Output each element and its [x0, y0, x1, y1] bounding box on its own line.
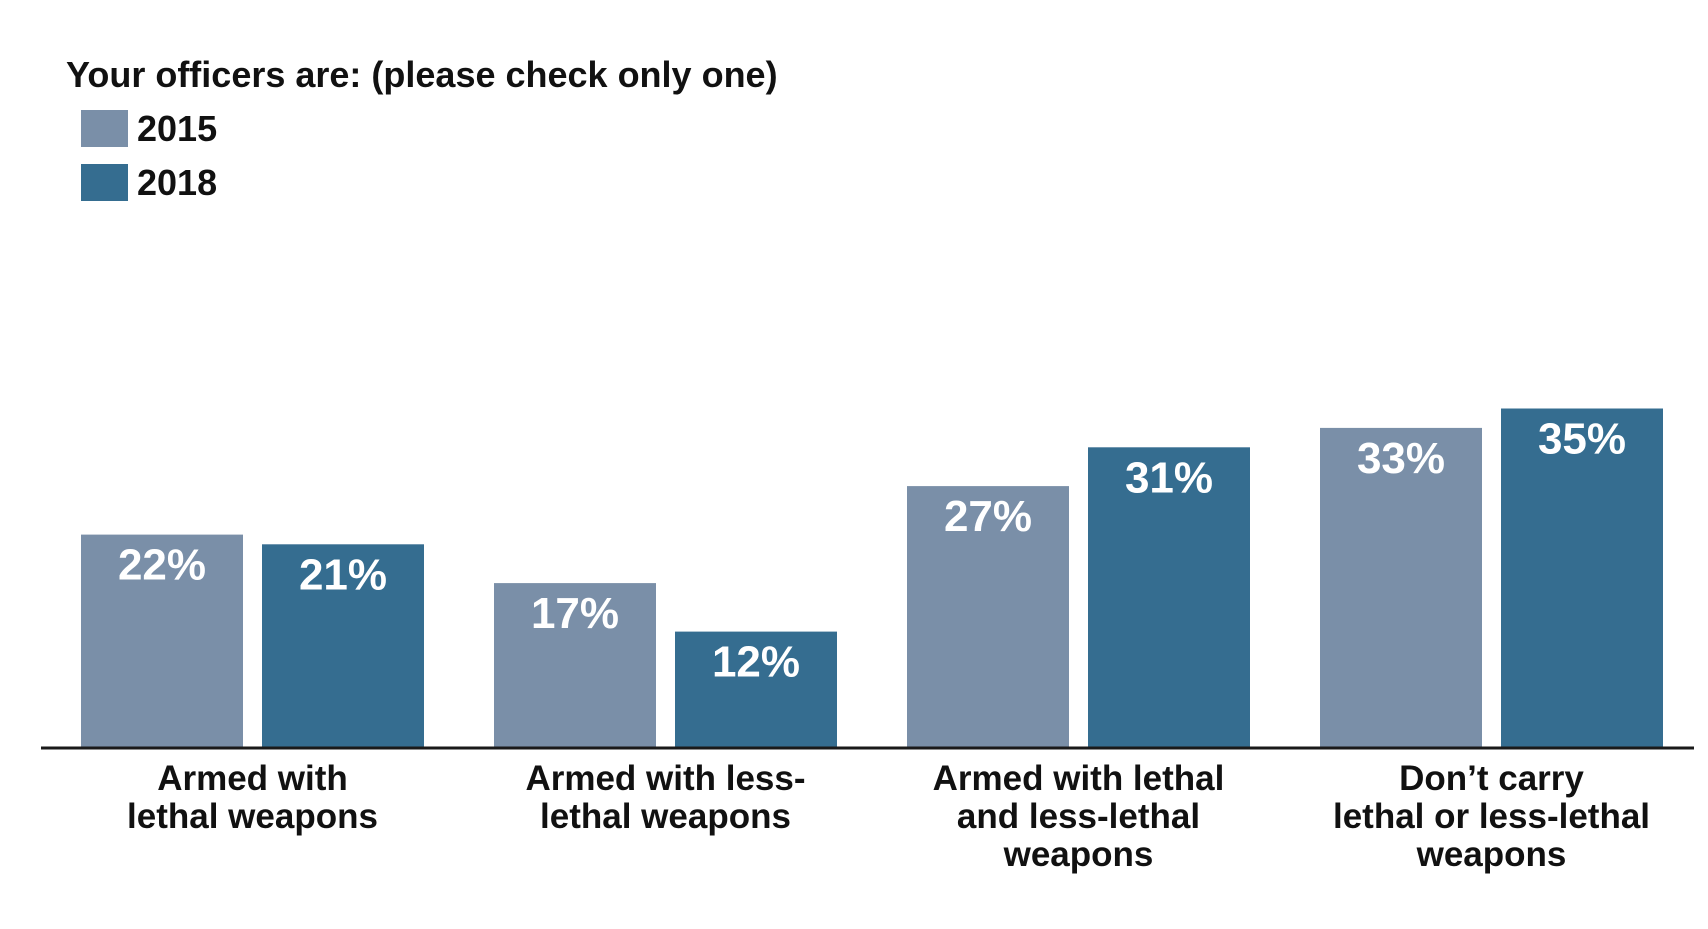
bar-2018-category-2	[675, 631, 837, 748]
bar-2015-category-2	[494, 583, 656, 748]
category-label-1: Armed with lethal weapons	[127, 759, 378, 836]
value-label-2015-category-4: 33%	[1357, 434, 1445, 483]
category-label-line: weapons	[1003, 835, 1154, 874]
value-label-2015-category-2: 17%	[531, 589, 619, 638]
legend: 2015 2018	[81, 108, 217, 203]
bars	[81, 408, 1663, 748]
category-label-line: Armed with less-	[525, 759, 805, 798]
category-label-3: Armed with lethal and less-lethal weapons	[933, 759, 1225, 874]
category-label-line: lethal weapons	[127, 797, 378, 836]
value-label-2018-category-3: 31%	[1125, 453, 1213, 502]
chart-title: Your officers are: (please check only on…	[66, 54, 778, 95]
bar-2015-category-4	[1320, 427, 1482, 748]
category-label-line: lethal weapons	[540, 797, 791, 836]
value-label-2018-category-2: 12%	[712, 638, 800, 687]
category-label-line: Don’t carry	[1399, 759, 1584, 798]
value-label-2015-category-1: 22%	[118, 541, 206, 590]
legend-label-2018: 2018	[137, 162, 217, 203]
bar-2018-category-3	[1088, 447, 1250, 748]
category-label-line: Armed with	[157, 759, 348, 798]
category-label-4: Don’t carry lethal or less-lethal weapons	[1333, 759, 1650, 874]
bar-2015-category-3	[907, 486, 1069, 748]
value-label-2018-category-1: 21%	[299, 550, 387, 599]
legend-label-2015: 2015	[137, 108, 217, 149]
bar-2018-category-4	[1501, 408, 1663, 748]
value-label-2015-category-3: 27%	[944, 492, 1032, 541]
category-label-line: Armed with lethal	[933, 759, 1225, 798]
category-label-line: weapons	[1416, 835, 1567, 874]
bar-2015-category-1	[81, 534, 243, 748]
legend-swatch-2015	[81, 110, 128, 147]
value-labels: 22% 21% 17% 12% 27% 31% 33% 35%	[118, 415, 1626, 687]
value-label-2018-category-4: 35%	[1538, 415, 1626, 464]
legend-swatch-2018	[81, 164, 128, 201]
category-label-line: and less-lethal	[957, 797, 1200, 836]
bar-2018-category-1	[262, 544, 424, 748]
category-label-line: lethal or less-lethal	[1333, 797, 1650, 836]
category-label-2: Armed with less-lethal weapons	[525, 759, 805, 836]
